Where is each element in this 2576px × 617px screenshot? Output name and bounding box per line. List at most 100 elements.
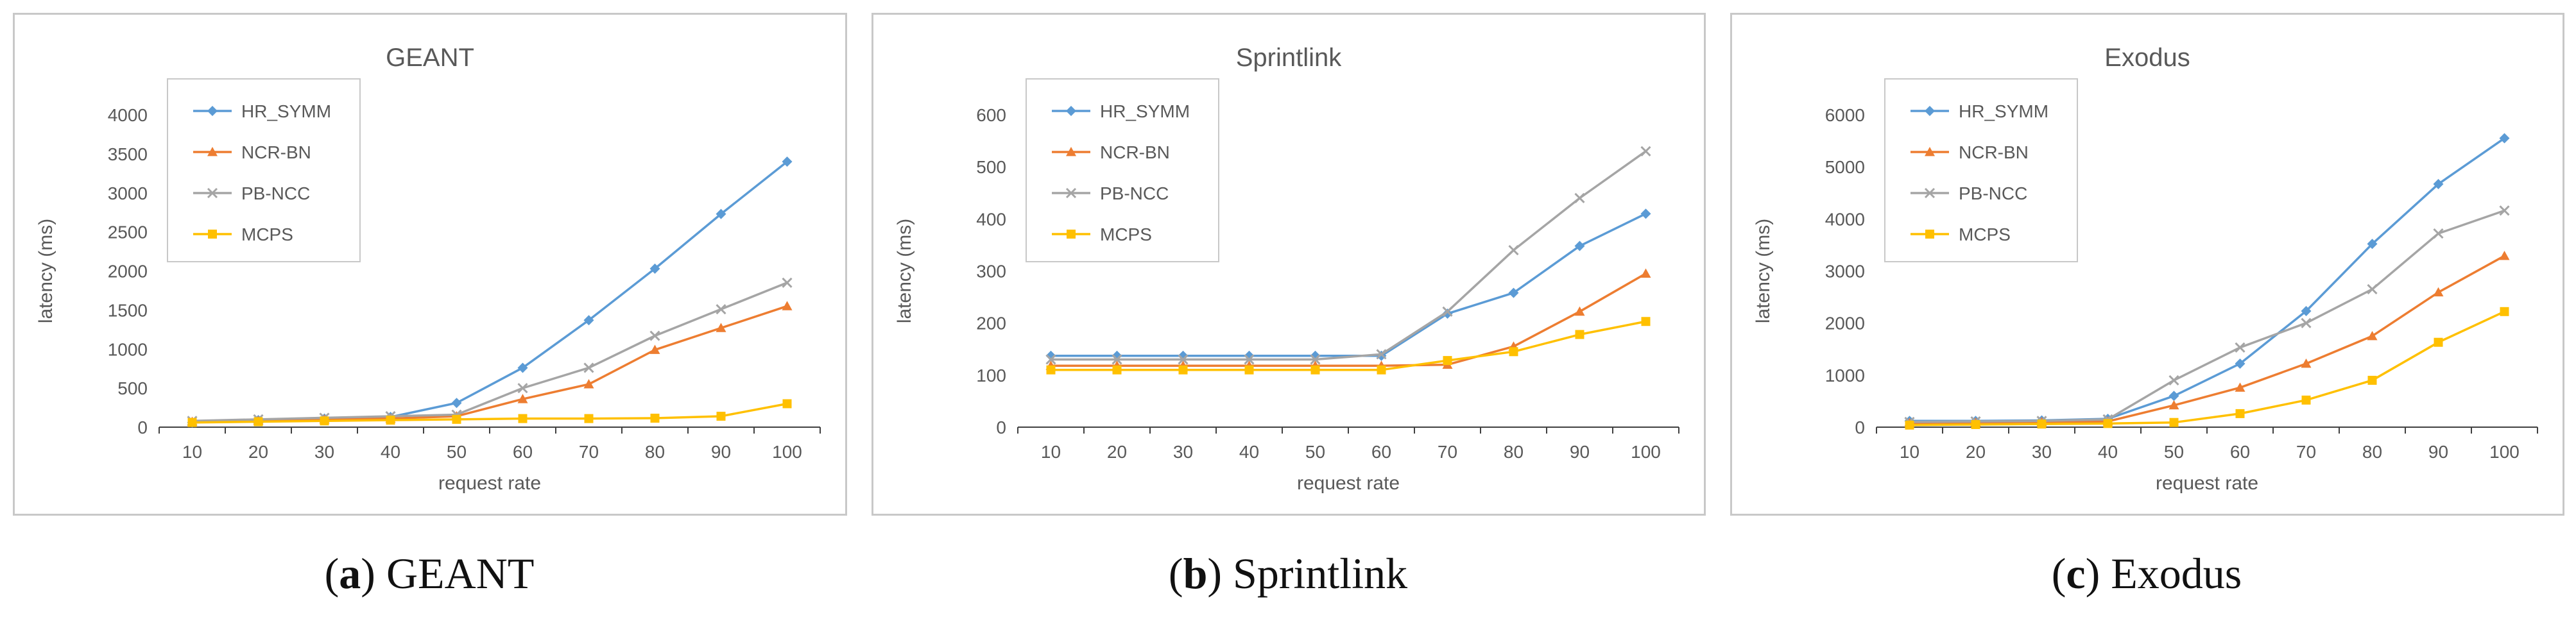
data-point-ncr-bn <box>716 323 726 332</box>
x-tick-label: 30 <box>1173 442 1193 462</box>
data-point-pb-ncc-stroke-b <box>1442 306 1453 317</box>
data-point-mcps <box>1905 420 1914 430</box>
data-point-pb-ncc <box>2168 375 2179 386</box>
data-point-mcps <box>1641 317 1651 326</box>
y-axis-label: latency (ms) <box>894 219 915 323</box>
legend-item-pb-ncc: PB-NCC <box>1052 183 1169 203</box>
y-tick-label: 600 <box>976 105 1006 125</box>
chart-title: Sprintlink <box>1236 44 1343 72</box>
series-mcps <box>1905 307 2509 430</box>
data-point-pb-ncc <box>2235 342 2245 353</box>
data-point-pb-ncc-stroke-b <box>1178 354 1189 365</box>
x-tick-label: 100 <box>1631 442 1661 462</box>
y-tick-label: 2500 <box>108 223 148 242</box>
legend-item-hr-symm: HR_SYMM <box>1911 101 2048 121</box>
data-point-hr-symm <box>649 263 660 274</box>
y-tick-label: 0 <box>1855 418 1865 437</box>
series-line-mcps <box>192 402 787 424</box>
y-tick-label: 300 <box>976 262 1006 282</box>
data-point-ncr-bn <box>517 394 528 403</box>
x-tick-label: 90 <box>2428 442 2448 462</box>
data-point-hr-symm <box>2168 391 2179 401</box>
x-axis-label: request rate <box>1297 473 1400 494</box>
legend-marker-stroke-b <box>1065 187 1077 199</box>
data-point-ncr-bn <box>2168 400 2179 410</box>
x-tick-label: 50 <box>447 442 467 462</box>
data-point-pb-ncc <box>1045 354 1056 365</box>
x-axis-label: request rate <box>2156 473 2258 494</box>
data-point-mcps <box>716 411 726 421</box>
series-mcps <box>1046 317 1651 375</box>
legend-marker <box>208 230 217 239</box>
legend-marker <box>1925 230 1934 239</box>
legend-marker <box>207 147 218 156</box>
caption-geant: (a) GEANT <box>324 549 535 598</box>
data-point-hr-symm <box>1640 208 1651 219</box>
caption-letter: b <box>1183 549 1208 598</box>
data-point-hr-symm <box>1442 308 1453 319</box>
data-point-mcps <box>1178 365 1188 375</box>
data-point-hr-symm <box>2499 133 2510 144</box>
x-tick-label: 30 <box>2032 442 2052 462</box>
data-point-hr-symm <box>1508 287 1519 298</box>
series-line-pb-ncc <box>1051 150 1647 361</box>
chart-title: Exodus <box>2104 44 2190 72</box>
data-point-pb-ncc <box>1640 146 1651 156</box>
legend-label: PB-NCC <box>1100 183 1169 203</box>
legend-marker-stroke-b <box>1924 187 1936 199</box>
x-tick-label: 40 <box>1239 442 1259 462</box>
data-point-mcps <box>1443 356 1452 366</box>
caption-name: Sprintlink <box>1233 549 1408 598</box>
data-point-hr-symm <box>517 362 528 373</box>
data-point-mcps <box>1244 365 1254 375</box>
y-tick-label: 3500 <box>108 144 148 164</box>
y-tick-label: 1000 <box>1825 366 1865 385</box>
data-point-pb-ncc <box>716 304 726 315</box>
legend-item-ncr-bn: NCR-BN <box>1911 142 2029 162</box>
y-tick-label: 400 <box>976 209 1006 229</box>
x-tick-label: 60 <box>2230 442 2250 462</box>
data-point-hr-symm <box>583 315 594 326</box>
data-point-hr-symm <box>451 398 462 409</box>
data-point-mcps <box>782 399 792 409</box>
legend: HR_SYMM NCR-BN PB-NCC MCPS <box>1026 78 1219 262</box>
data-point-pb-ncc-stroke-b <box>1376 349 1387 360</box>
legend-marker <box>1925 147 1935 156</box>
data-point-mcps <box>320 416 329 426</box>
legend: HR_SYMM NCR-BN PB-NCC MCPS <box>1884 78 2078 262</box>
chart-frame-geant: GEANT 0 500 1000 1500 2000 2500 3000 3500 4000 10 2… <box>13 13 847 516</box>
x-tick-label: 20 <box>248 442 268 462</box>
legend-item-hr-symm: HR_SYMM <box>193 101 331 121</box>
data-point-pb-ncc <box>1244 354 1255 365</box>
data-point-ncr-bn <box>2367 330 2378 341</box>
data-point-pb-ncc <box>2367 283 2378 294</box>
data-point-pb-ncc <box>1442 306 1453 317</box>
data-point-pb-ncc-stroke-b <box>583 362 594 373</box>
data-point-mcps <box>2500 307 2509 316</box>
data-point-mcps <box>1509 347 1518 357</box>
legend-marker <box>1067 230 1076 239</box>
data-point-pb-ncc-stroke-b <box>716 304 726 315</box>
y-tick-label: 0 <box>137 418 148 437</box>
data-point-pb-ncc-stroke-b <box>2433 228 2444 239</box>
data-point-hr-symm <box>1574 241 1585 251</box>
data-point-ncr-bn <box>2433 287 2444 297</box>
caption-letter: c <box>2066 549 2086 598</box>
chart-sprintlink: Sprintlink 0 100 200 300 400 500 600 10 20 30 40 50 6… <box>894 44 1679 494</box>
x-tick-label: 20 <box>1966 442 1986 462</box>
legend-label: MCPS <box>1100 224 1152 244</box>
data-point-ncr-bn <box>2301 358 2312 368</box>
legend-item-pb-ncc: PB-NCC <box>193 183 310 203</box>
series-ncr-bn <box>1904 250 2510 427</box>
data-point-mcps <box>1575 330 1584 339</box>
legend-item-mcps: MCPS <box>1052 224 1152 244</box>
panel-geant: GEANT 0 500 1000 1500 2000 2500 3000 3500 4000 10 2… <box>0 0 859 617</box>
data-point-ncr-bn <box>649 344 660 354</box>
y-tick-label: 100 <box>976 366 1006 385</box>
data-point-pb-ncc <box>2301 317 2312 328</box>
x-tick-label: 80 <box>2362 442 2382 462</box>
series-line-ncr-bn <box>1051 273 1647 367</box>
data-point-pb-ncc <box>2499 205 2510 216</box>
data-point-ncr-bn <box>2235 382 2245 392</box>
legend-label: MCPS <box>241 224 293 244</box>
